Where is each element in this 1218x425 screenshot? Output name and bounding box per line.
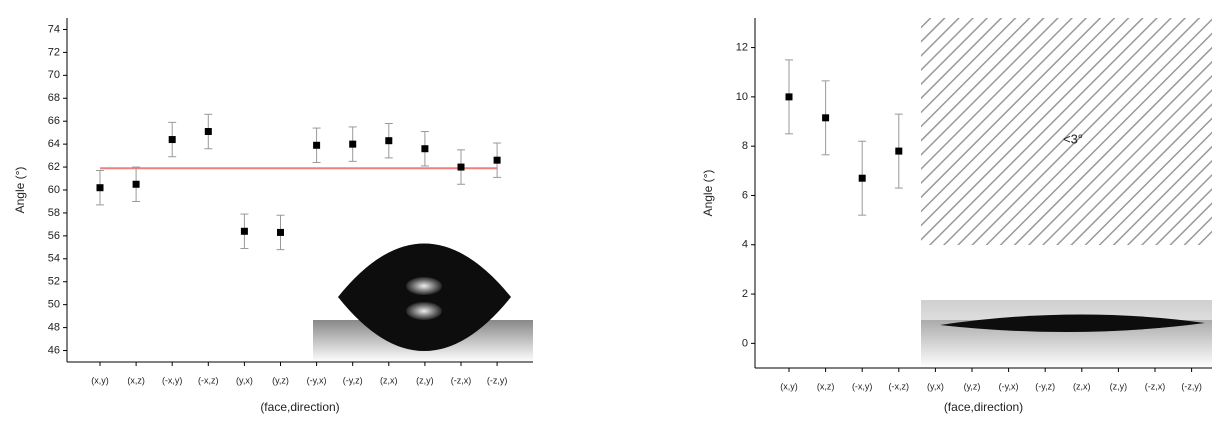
y-tick-label: 70 bbox=[48, 69, 60, 81]
point bbox=[132, 180, 140, 188]
point bbox=[785, 93, 793, 101]
y-tick-label: 12 bbox=[736, 41, 748, 53]
x-tick-label: (y,z) bbox=[964, 381, 981, 391]
point bbox=[204, 128, 212, 136]
hatched-region bbox=[921, 18, 1212, 245]
y-tick-label: 50 bbox=[48, 299, 60, 311]
point bbox=[96, 184, 104, 192]
point bbox=[349, 140, 357, 148]
point bbox=[858, 174, 866, 182]
x-tick-label: (x,y) bbox=[91, 375, 109, 385]
y-tick-label: 66 bbox=[48, 115, 60, 127]
y-tick-label: 8 bbox=[742, 140, 748, 152]
y-tick-label: 64 bbox=[48, 138, 60, 150]
droplet-photo-left bbox=[313, 238, 533, 362]
x-axis-title: (face,direction) bbox=[260, 400, 339, 414]
y-tick-label: 46 bbox=[48, 344, 60, 356]
x-tick-label: (-y,z) bbox=[343, 375, 363, 385]
y-tick-label: 68 bbox=[48, 92, 60, 104]
x-tick-label: (-y,x) bbox=[999, 381, 1019, 391]
point bbox=[240, 227, 248, 235]
x-tick-label: (z,x) bbox=[1073, 381, 1091, 391]
y-tick-label: 4 bbox=[742, 239, 748, 251]
x-tick-label: (x,z) bbox=[817, 381, 835, 391]
x-tick-label: (-x,z) bbox=[198, 375, 219, 385]
point bbox=[822, 114, 830, 122]
y-tick-label: 56 bbox=[48, 230, 60, 242]
x-tick-label: (-y,x) bbox=[307, 375, 327, 385]
y-tick-label: 58 bbox=[48, 207, 60, 219]
x-tick-label: (z,y) bbox=[416, 375, 434, 385]
x-tick-label: (-x,y) bbox=[852, 381, 873, 391]
y-tick-label: 62 bbox=[48, 161, 60, 173]
x-tick-label: (x,z) bbox=[127, 375, 145, 385]
point bbox=[493, 156, 501, 164]
annotation: <3° bbox=[1063, 131, 1083, 146]
droplet-photo-right bbox=[921, 300, 1212, 368]
y-tick-label: 48 bbox=[48, 322, 60, 334]
y-axis-title: Angle (°) bbox=[13, 167, 27, 214]
x-tick-label: (-z,y) bbox=[487, 375, 508, 385]
x-tick-label: (-z,x) bbox=[1145, 381, 1166, 391]
x-tick-label: (-x,z) bbox=[889, 381, 910, 391]
x-tick-label: (y,x) bbox=[927, 381, 944, 391]
point bbox=[457, 163, 465, 171]
x-tick-label: (-z,x) bbox=[451, 375, 472, 385]
x-tick-label: (y,z) bbox=[272, 375, 289, 385]
y-tick-label: 52 bbox=[48, 276, 60, 288]
x-axis-title: (face,direction) bbox=[944, 400, 1023, 414]
point bbox=[895, 147, 903, 155]
y-tick-label: 74 bbox=[48, 23, 60, 35]
x-tick-label: (-z,y) bbox=[1181, 381, 1202, 391]
y-tick-label: 54 bbox=[48, 253, 60, 265]
x-tick-label: (y,x) bbox=[236, 375, 253, 385]
point bbox=[168, 136, 176, 144]
y-tick-label: 10 bbox=[736, 91, 748, 103]
point bbox=[313, 141, 321, 149]
x-tick-label: (-x,y) bbox=[162, 375, 183, 385]
y-tick-label: 60 bbox=[48, 184, 60, 196]
point bbox=[277, 228, 284, 236]
y-axis-title: Angle (°) bbox=[701, 170, 715, 217]
y-tick-label: 72 bbox=[48, 46, 60, 58]
y-tick-label: 0 bbox=[742, 337, 748, 349]
x-tick-label: (z,x) bbox=[380, 375, 398, 385]
y-tick-label: 2 bbox=[742, 288, 748, 300]
x-tick-label: (z,y) bbox=[1110, 381, 1128, 391]
x-tick-label: (x,y) bbox=[780, 381, 798, 391]
x-tick-label: (-y,z) bbox=[1035, 381, 1055, 391]
y-tick-label: 6 bbox=[742, 189, 748, 201]
point bbox=[385, 137, 393, 145]
point bbox=[421, 145, 429, 153]
